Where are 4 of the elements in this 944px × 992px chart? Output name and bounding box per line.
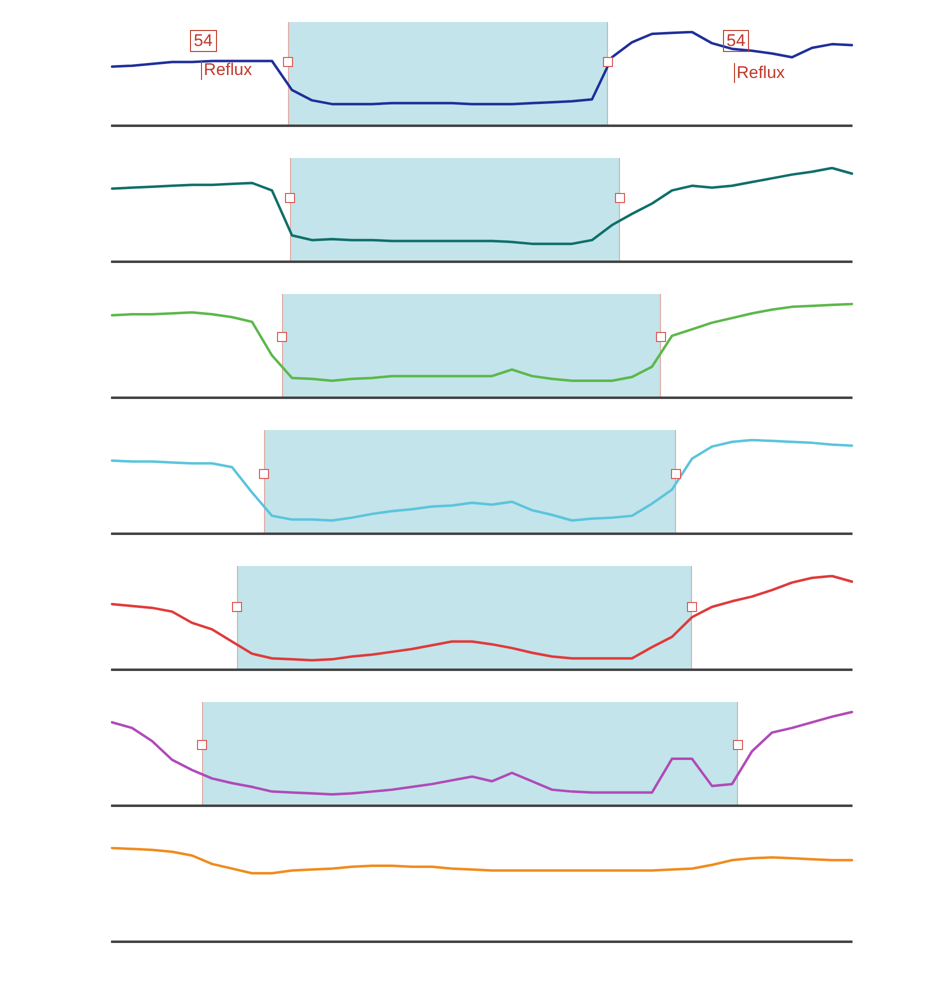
annotation: 54 (190, 30, 217, 52)
annotation: Reflux (200, 60, 252, 80)
annotation: Reflux (734, 62, 785, 83)
annotation: 54 (722, 30, 750, 52)
